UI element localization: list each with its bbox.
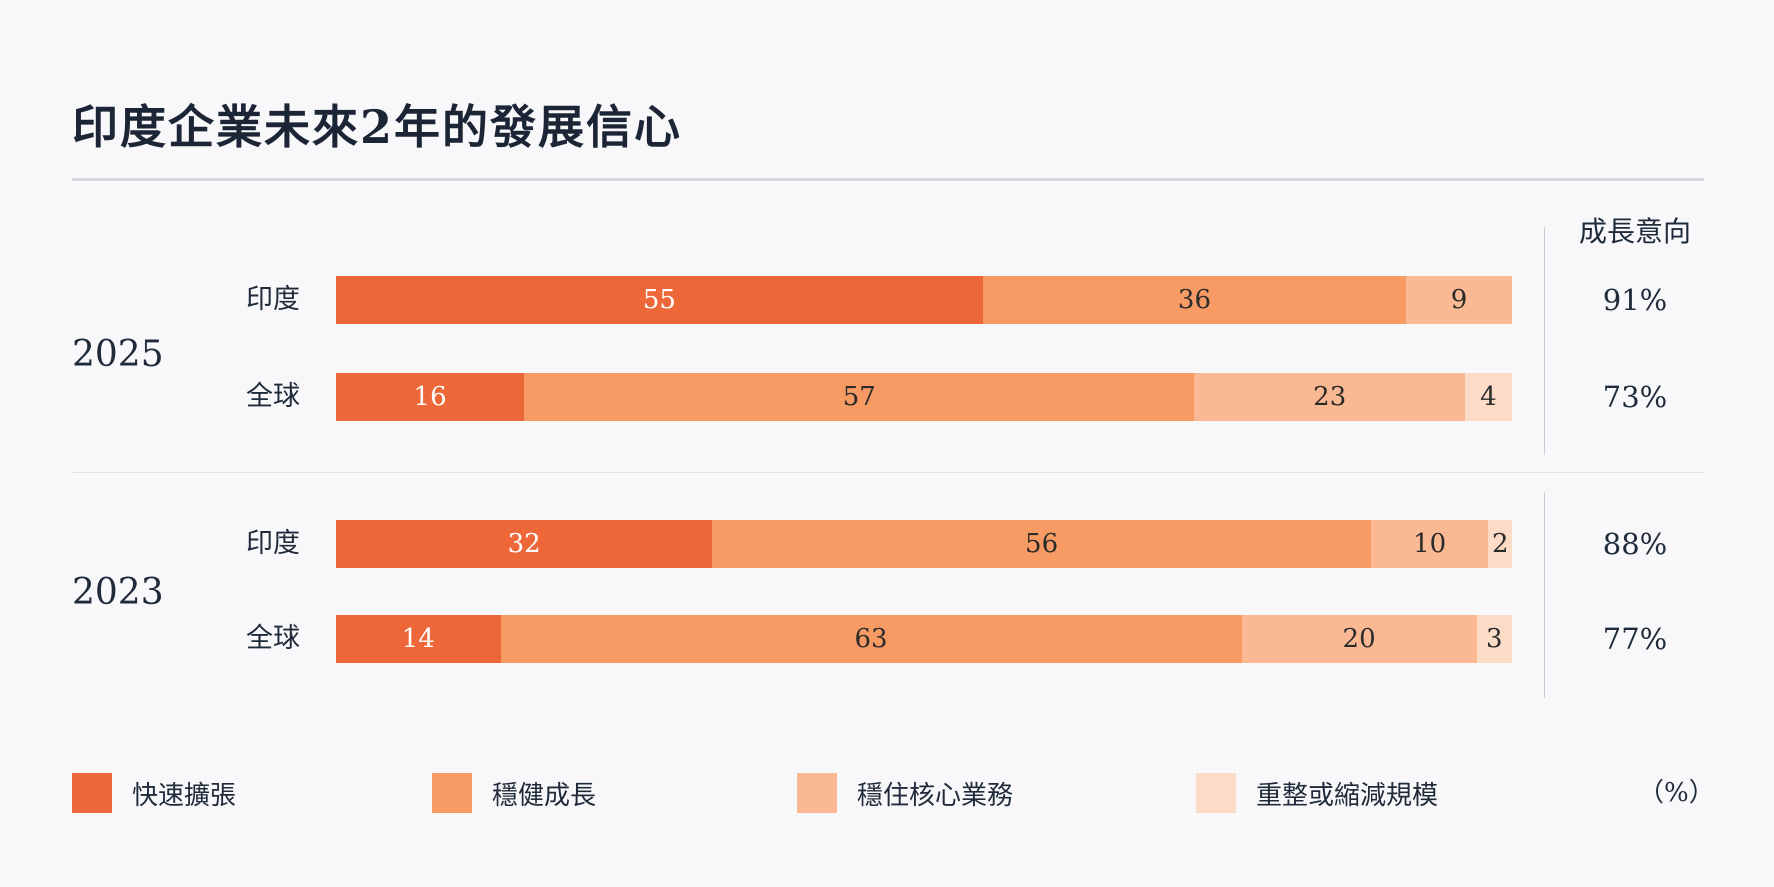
data-label: 63 xyxy=(854,624,888,654)
data-label: 16 xyxy=(413,382,447,412)
legend-label: 快速擴張 xyxy=(132,780,237,811)
bar-segment-core-business: 20 xyxy=(1241,615,1477,663)
group-divider xyxy=(72,472,1704,473)
data-label: 3 xyxy=(1486,624,1503,654)
data-label: 56 xyxy=(1025,529,1059,559)
legend-label: 重整或縮減規模 xyxy=(1256,780,1439,811)
bar-segment-steady-growth: 57 xyxy=(524,373,1195,421)
data-label: 32 xyxy=(507,529,541,559)
row-label-2025-global: 全球 xyxy=(246,381,300,412)
legend-item-core-business: 穩住核心業務 xyxy=(797,772,1013,814)
bar-segment-rapid-expansion: 16 xyxy=(336,373,525,421)
data-label: 4 xyxy=(1480,382,1497,412)
data-label: 36 xyxy=(1177,285,1212,315)
growth-value-2025-india: 91% xyxy=(1602,283,1668,317)
legend-label: 穩健成長 xyxy=(492,780,597,811)
growth-column-divider-top xyxy=(1544,227,1545,455)
data-label: 20 xyxy=(1342,624,1376,654)
title-divider xyxy=(72,178,1704,181)
bar-segment-steady-growth: 56 xyxy=(712,520,1371,568)
year-label-2023: 2023 xyxy=(72,572,164,613)
bar-segment-steady-growth: 63 xyxy=(500,615,1242,663)
bar-segment-core-business: 23 xyxy=(1194,373,1465,421)
legend-swatch xyxy=(72,773,112,813)
bar-segment-restructure: 2 xyxy=(1488,520,1512,568)
legend-item-steady-growth: 穩健成長 xyxy=(432,772,596,814)
data-label: 23 xyxy=(1313,382,1347,412)
bar-segment-restructure: 4 xyxy=(1464,373,1512,421)
legend-label: 穩住核心業務 xyxy=(857,780,1014,811)
growth-value-2023-global: 77% xyxy=(1602,622,1668,656)
data-label: 10 xyxy=(1413,529,1447,559)
data-label: 9 xyxy=(1450,285,1468,315)
row-label-2023-global: 全球 xyxy=(246,623,300,654)
bar-segment-rapid-expansion: 55 xyxy=(336,276,983,324)
unit-label: （%） xyxy=(1638,778,1715,808)
growth-value-2023-india: 88% xyxy=(1602,527,1668,561)
legend-swatch xyxy=(432,773,472,813)
bar-segment-core-business: 9 xyxy=(1406,276,1512,324)
data-label: 2 xyxy=(1491,529,1509,559)
bar-2023-global: 14 63 20 3 xyxy=(336,615,1512,663)
row-label-2025-india: 印度 xyxy=(246,284,300,315)
bar-segment-rapid-expansion: 32 xyxy=(336,520,713,568)
growth-value-2025-global: 73% xyxy=(1602,380,1668,414)
bar-2025-india: 55 36 9 xyxy=(336,276,1512,324)
bar-2023-india: 32 56 10 2 xyxy=(336,520,1512,568)
legend: 快速擴張 穩健成長 穩住核心業務 重整或縮減規模 xyxy=(0,772,1774,814)
bar-segment-rapid-expansion: 14 xyxy=(336,615,501,663)
data-label: 55 xyxy=(642,285,676,315)
bar-segment-core-business: 10 xyxy=(1370,520,1489,568)
legend-item-rapid-expansion: 快速擴張 xyxy=(72,772,236,814)
year-label-2025: 2025 xyxy=(72,334,164,375)
bar-segment-steady-growth: 36 xyxy=(982,276,1407,324)
bar-2025-global: 16 57 23 4 xyxy=(336,373,1512,421)
row-label-2023-india: 印度 xyxy=(246,528,300,559)
data-label: 14 xyxy=(401,624,435,654)
legend-swatch xyxy=(797,773,837,813)
chart-title: 印度企業未來2年的發展信心 xyxy=(72,100,683,154)
bar-segment-restructure: 3 xyxy=(1476,615,1512,663)
growth-column-header: 成長意向 xyxy=(1578,215,1691,248)
growth-column-divider-bottom xyxy=(1544,492,1545,698)
data-label: 57 xyxy=(842,382,876,412)
legend-item-restructure: 重整或縮減規模 xyxy=(1196,772,1438,814)
legend-swatch xyxy=(1196,773,1236,813)
